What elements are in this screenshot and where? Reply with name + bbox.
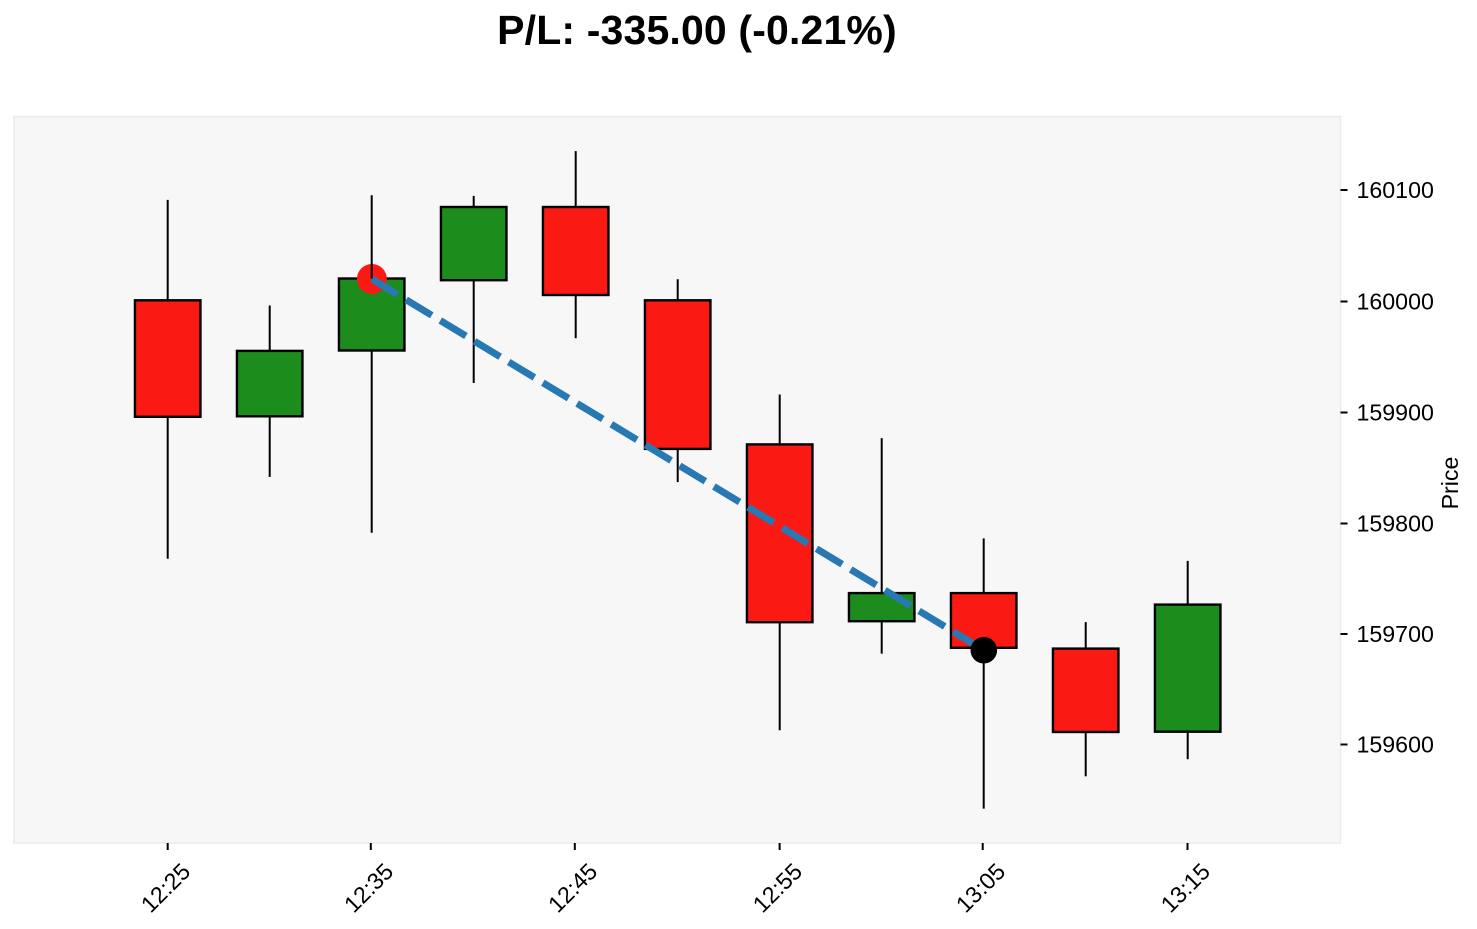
svg-text:P/L: -335.00 (-0.21%): P/L: -335.00 (-0.21%)	[497, 7, 897, 53]
svg-text:Price: Price	[1437, 457, 1463, 510]
svg-text:160100: 160100	[1357, 177, 1434, 203]
svg-text:160000: 160000	[1357, 289, 1434, 315]
svg-text:159700: 159700	[1357, 621, 1434, 647]
svg-text:159900: 159900	[1357, 400, 1434, 426]
svg-text:159800: 159800	[1357, 511, 1434, 537]
svg-text:159600: 159600	[1357, 732, 1434, 758]
